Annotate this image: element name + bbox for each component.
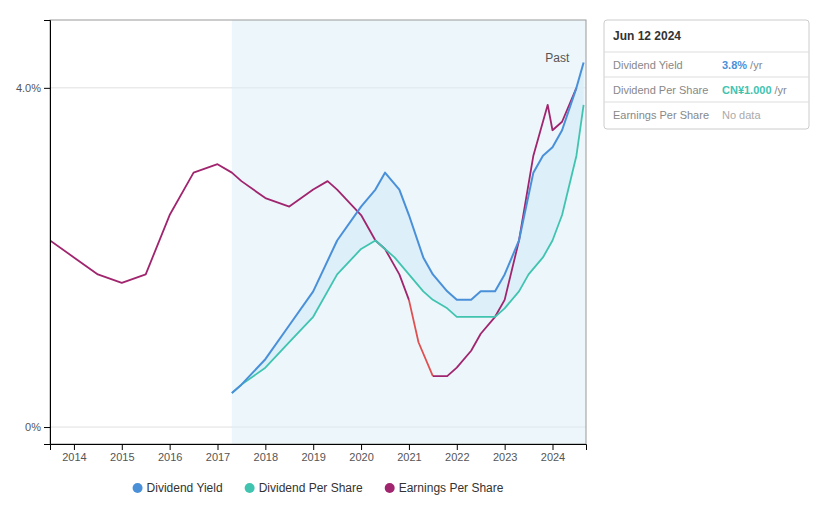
tick: 2023 [493, 444, 517, 463]
tick-mark [361, 444, 362, 450]
tooltip-label: Dividend Per Share [613, 84, 708, 96]
tick-label: 2018 [254, 451, 278, 463]
legend: Dividend Yield Dividend Per Share Earnings… [133, 481, 504, 495]
tick-mark [44, 427, 50, 428]
tick: 2020 [349, 444, 373, 463]
tick-label: 0% [25, 421, 41, 433]
tooltip-value: CN¥1.000 [722, 84, 772, 96]
tick-mark [265, 444, 266, 450]
tick-label: 2015 [110, 451, 134, 463]
tooltip-unit: /yr [775, 84, 788, 96]
tick: 4.0% [16, 82, 50, 94]
tooltip-unit: /yr [750, 59, 763, 71]
tick: 2018 [254, 444, 278, 463]
tooltip-box [604, 20, 809, 129]
tick-label: 4.0% [16, 82, 41, 94]
tick-label: 2021 [397, 451, 421, 463]
legend-label: Dividend Yield [147, 481, 223, 495]
tick: 0% [25, 421, 50, 433]
chart: 2014 2015 2016 2017 2018 2019 2020 2021 2022 2023… [0, 0, 821, 508]
tooltip-divider [604, 77, 809, 78]
tooltip-label: Earnings Per Share [613, 109, 709, 121]
series-line [232, 62, 584, 393]
tooltip-divider [604, 52, 809, 53]
y-axis: 0% 4.0% [16, 21, 51, 445]
tick: 2014 [62, 444, 86, 463]
tick: 2015 [110, 444, 134, 463]
series-line [232, 105, 584, 393]
tick-mark [313, 444, 314, 450]
tick-mark [170, 444, 171, 450]
tick: 2017 [206, 444, 230, 463]
plot-frame [50, 20, 586, 444]
annotation: Past [545, 51, 570, 65]
tick-mark [122, 444, 123, 450]
tick: 2024 [541, 444, 565, 463]
legend-label: Earnings Per Share [399, 481, 504, 495]
tick: 2019 [301, 444, 325, 463]
shaded-region [232, 20, 586, 444]
tick-mark [44, 88, 50, 89]
plot: 2014 2015 2016 2017 2018 2019 2020 2021 2022 2023… [16, 20, 587, 463]
tick-label: 2019 [301, 451, 325, 463]
tick: 2022 [445, 444, 469, 463]
tick-label: 2016 [158, 451, 182, 463]
tooltip-value: 3.8% [722, 59, 747, 71]
legend-item: Earnings Per Share [385, 481, 504, 495]
tick: 2016 [158, 444, 182, 463]
fill-between [232, 62, 584, 393]
tick-mark [457, 444, 458, 450]
legend-marker [385, 483, 395, 493]
tooltip: Jun 12 2024Dividend Yield3.8%/yrDividend… [604, 20, 809, 129]
legend-marker [245, 483, 255, 493]
tick-mark [553, 444, 554, 450]
tick: 2021 [397, 444, 421, 463]
tooltip-divider [604, 102, 809, 103]
tick-mark [74, 444, 75, 450]
axis-line [51, 445, 587, 451]
tick-mark [505, 444, 506, 450]
tick-label: 2017 [206, 451, 230, 463]
legend-label: Dividend Per Share [259, 481, 363, 495]
series-line [50, 88, 576, 376]
data-layer [50, 20, 586, 444]
x-axis: 2014 2015 2016 2017 2018 2019 2020 2021 2022 2023… [51, 444, 587, 463]
tooltip-value: No data [722, 109, 761, 121]
tooltip-label: Dividend Yield [613, 59, 683, 71]
legend-marker [133, 483, 143, 493]
tick-label: 2023 [493, 451, 517, 463]
axis-line [44, 21, 51, 445]
legend-item: Dividend Yield [133, 481, 223, 495]
tick-mark [409, 444, 410, 450]
tick-mark [218, 444, 219, 450]
tick-label: 2020 [349, 451, 373, 463]
tick-label: 2014 [62, 451, 86, 463]
tick-label: 2022 [445, 451, 469, 463]
tooltip-title: Jun 12 2024 [613, 29, 681, 43]
legend-item: Dividend Per Share [245, 481, 363, 495]
series-line [409, 300, 433, 376]
tick-label: 2024 [541, 451, 565, 463]
